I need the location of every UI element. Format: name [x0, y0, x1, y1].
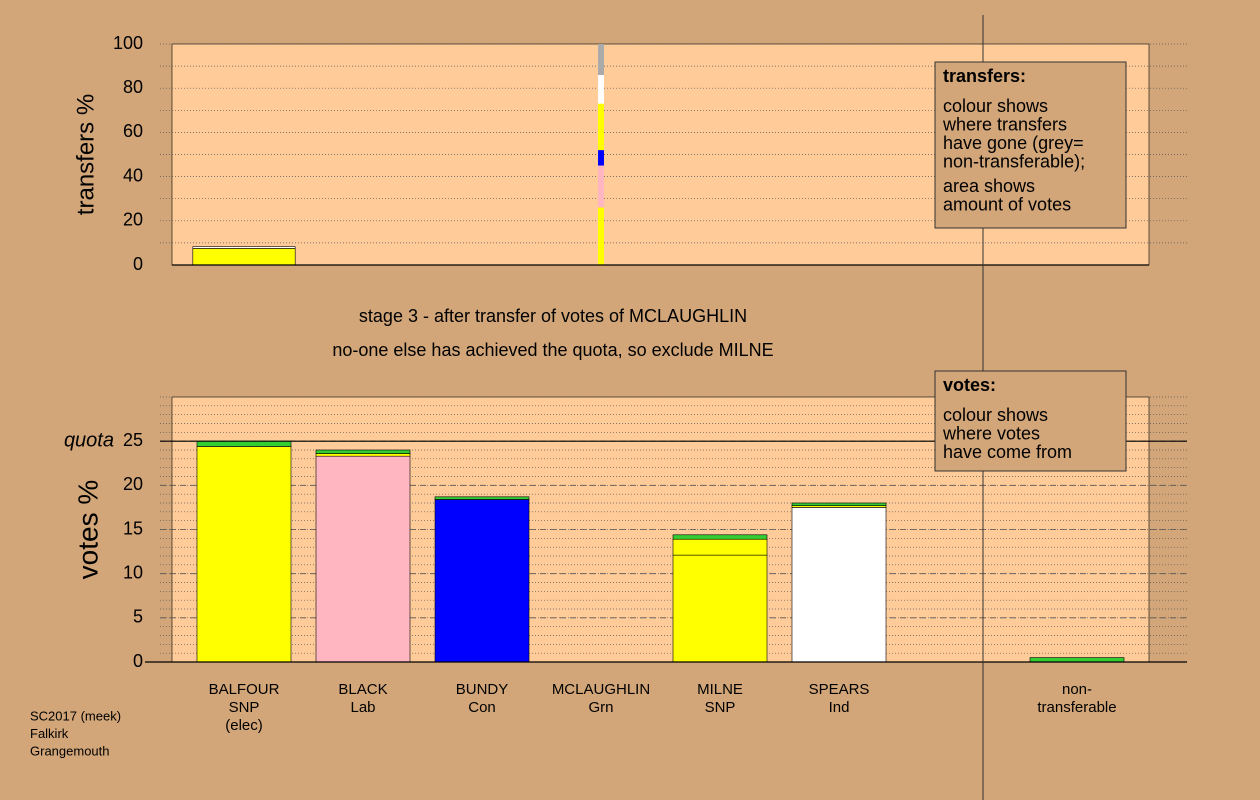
legend-text: colour shows — [943, 96, 1048, 116]
footer-text: Falkirk — [30, 726, 69, 741]
bar-segment — [598, 44, 604, 75]
legend-text: area shows — [943, 176, 1035, 196]
bar-segment — [672, 554, 768, 663]
legend-box — [934, 61, 1127, 229]
y-tick-label: 100 — [113, 33, 143, 53]
x-tick-label: MILNE — [697, 681, 743, 698]
bar-segment — [598, 165, 604, 208]
y-tick-label: 25 — [123, 430, 143, 450]
y-tick-label: 10 — [123, 562, 143, 582]
bar-segment — [672, 538, 768, 556]
footer-text: Grangemouth — [30, 743, 110, 758]
y-tick-label: 40 — [123, 165, 143, 185]
legend-box — [934, 370, 1127, 472]
x-tick-label: BUNDY — [456, 681, 509, 698]
x-tick-label: MCLAUGHLIN — [552, 681, 650, 698]
bar-segment — [791, 507, 887, 663]
x-tick-label: non- — [1062, 681, 1092, 698]
y-tick-label: 60 — [123, 121, 143, 141]
y-tick-label: 20 — [123, 210, 143, 230]
y-tick-label: 0 — [133, 254, 143, 274]
y-tick-label: 0 — [133, 651, 143, 671]
bar-segment — [598, 207, 604, 265]
bar-segment — [672, 534, 768, 540]
legend-text: non-transferable); — [943, 151, 1085, 171]
x-tick-label: transferable — [1037, 699, 1116, 716]
legend-title: transfers: — [943, 66, 1026, 86]
bar-segment — [791, 502, 887, 506]
bar-segment — [192, 246, 296, 249]
bar-segment — [598, 103, 604, 151]
legend-text: colour shows — [943, 405, 1048, 425]
footer-text: SC2017 (meek) — [30, 708, 121, 723]
bar-segment — [598, 150, 604, 166]
y-axis-label: transfers % — [72, 94, 99, 215]
y-tick-label: 80 — [123, 77, 143, 97]
x-tick-label: SPEARS — [809, 681, 870, 698]
x-tick-label: SNP — [705, 699, 736, 716]
bar-segment — [196, 440, 292, 447]
x-tick-label: BALFOUR — [209, 681, 280, 698]
x-tick-label: (elec) — [225, 717, 263, 734]
legend-text: amount of votes — [943, 194, 1071, 214]
y-tick-label: 15 — [123, 518, 143, 538]
stage-text: stage 3 - after transfer of votes of MCL… — [359, 306, 747, 326]
quota-label: quota — [64, 429, 114, 451]
legend-title: votes: — [943, 375, 996, 395]
legend-text: have gone (grey= — [943, 133, 1084, 153]
bar-segment — [598, 74, 604, 104]
x-tick-label: Grn — [588, 699, 613, 716]
x-tick-label: Lab — [350, 699, 375, 716]
bar-segment — [315, 455, 411, 663]
x-tick-label: Con — [468, 699, 496, 716]
x-tick-label: Ind — [829, 699, 850, 716]
y-tick-label: 5 — [133, 607, 143, 627]
y-axis-label: votes % — [72, 480, 103, 580]
bar-segment — [1029, 657, 1125, 663]
bar-segment — [315, 453, 411, 457]
x-tick-label: SNP — [229, 699, 260, 716]
legend-text: have come from — [943, 442, 1072, 462]
x-tick-label: BLACK — [338, 681, 387, 698]
legend-text: where transfers — [942, 114, 1067, 134]
bar-segment — [192, 248, 296, 266]
stage-text: no-one else has achieved the quota, so e… — [332, 340, 773, 360]
bar-segment — [434, 496, 530, 500]
bar-segment — [196, 446, 292, 663]
legend-text: where votes — [942, 423, 1040, 443]
y-tick-label: 20 — [123, 474, 143, 494]
bar-segment — [315, 449, 411, 454]
bar-segment — [434, 499, 530, 663]
